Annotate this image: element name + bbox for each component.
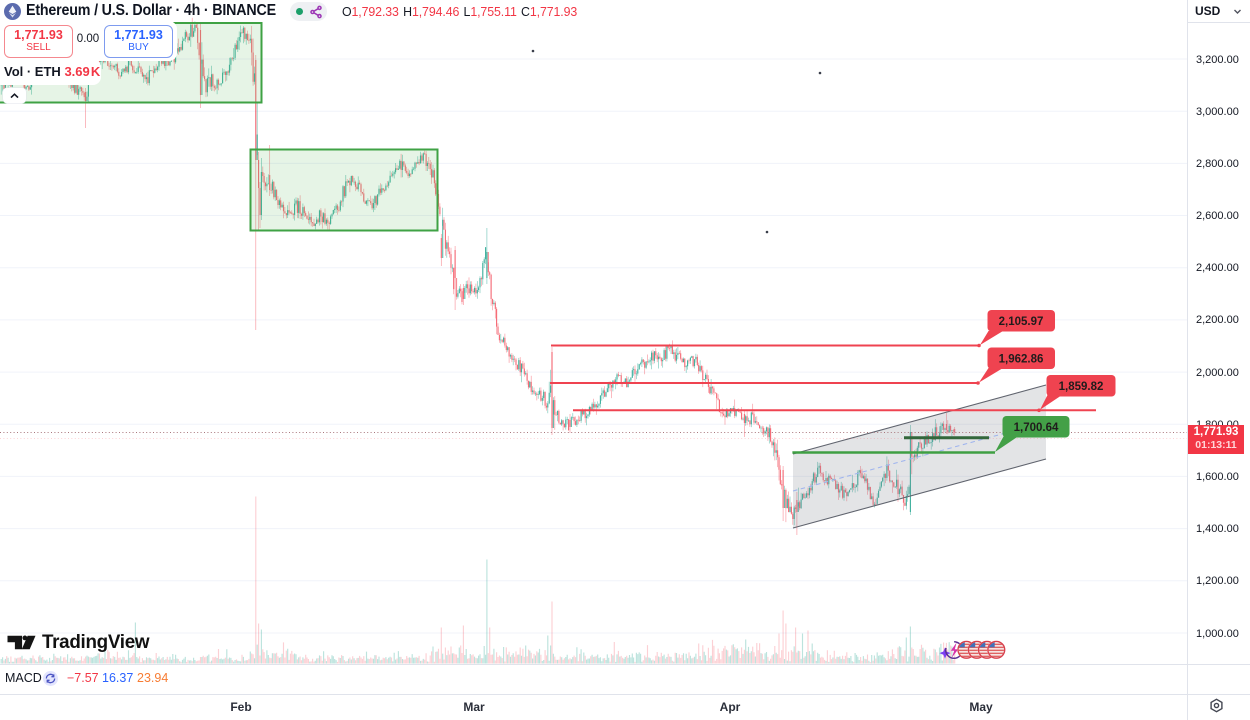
svg-text:2,105.97: 2,105.97 xyxy=(999,316,1044,328)
svg-text:1,962.86: 1,962.86 xyxy=(999,354,1044,366)
svg-text:1,700.64: 1,700.64 xyxy=(1014,422,1059,434)
svg-text:1,859.82: 1,859.82 xyxy=(1059,381,1104,393)
